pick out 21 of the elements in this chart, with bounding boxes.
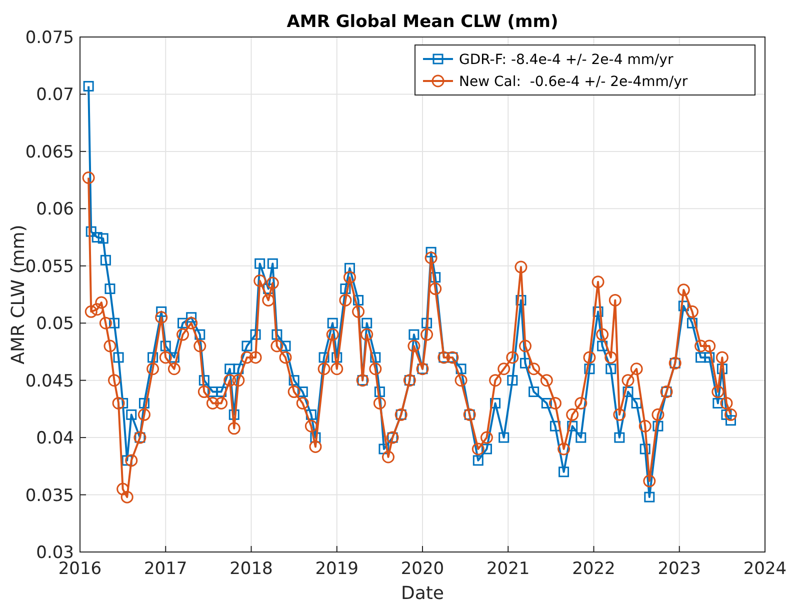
y-tick-label: 0.075 bbox=[25, 28, 74, 48]
y-tick-label: 0.055 bbox=[25, 256, 74, 277]
legend-label: GDR-F: -8.4e-4 +/- 2e-4 mm/yr bbox=[459, 52, 674, 68]
y-tick-label: 0.045 bbox=[25, 371, 74, 392]
x-tick-label: 2019 bbox=[315, 559, 359, 579]
y-tick-label: 0.06 bbox=[36, 200, 74, 220]
x-tick-label: 2021 bbox=[486, 559, 530, 579]
x-axis-title: Date bbox=[400, 583, 444, 604]
y-tick-label: 0.065 bbox=[25, 142, 74, 162]
x-tick-label: 2022 bbox=[572, 559, 616, 579]
y-tick-label: 0.05 bbox=[36, 314, 74, 334]
x-tick-label: 2024 bbox=[743, 559, 787, 579]
y-tick-label: 0.07 bbox=[36, 85, 74, 106]
x-tick-label: 2017 bbox=[144, 559, 188, 579]
x-tick-label: 2020 bbox=[400, 559, 444, 579]
x-tick-label: 2023 bbox=[658, 559, 702, 579]
x-tick-label: 2018 bbox=[230, 559, 273, 579]
legend-label: New Cal: -0.6e-4 +/- 2e-4mm/yr bbox=[459, 74, 688, 90]
y-tick-label: 0.04 bbox=[36, 428, 74, 449]
y-tick-label: 0.035 bbox=[25, 486, 74, 506]
chart-title: AMR Global Mean CLW (mm) bbox=[286, 12, 558, 32]
